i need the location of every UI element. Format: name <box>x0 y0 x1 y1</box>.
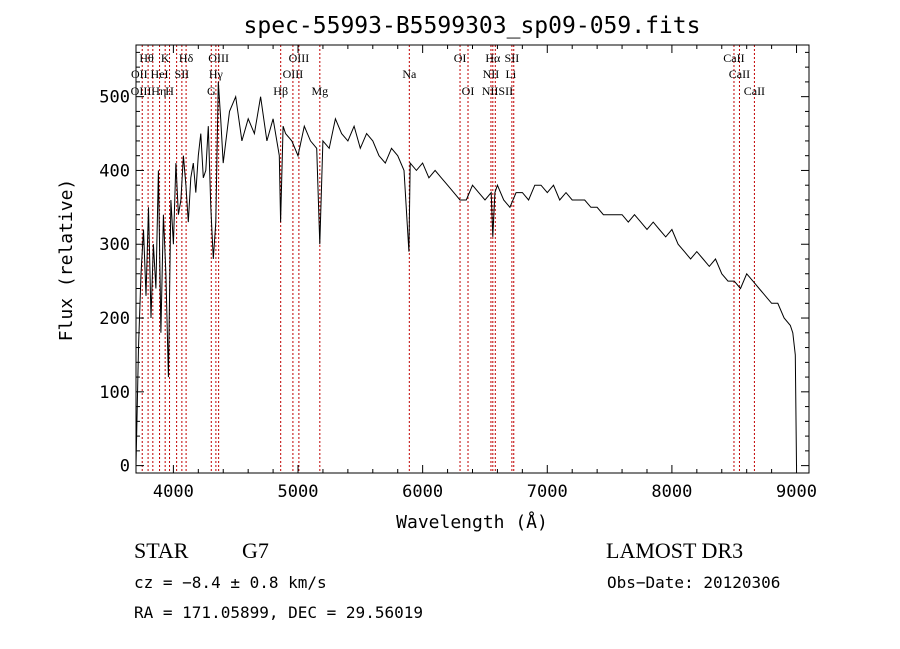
emission-line-labels: Hθ K Hδ OIII OIII OI Hα SII CaII OII HeI SII Hγ OIII N… <box>131 51 765 98</box>
x-axis-label: Wavelength (Å) <box>396 511 548 533</box>
line-label: Na <box>402 67 417 81</box>
y-tick-label: 100 <box>99 383 130 403</box>
line-label: CaII <box>744 84 765 98</box>
line-label: OIIIHη <box>131 84 167 98</box>
line-label: OIII <box>208 51 229 65</box>
chart-title: spec-55993-B5599303_sp09-059.fits <box>244 13 701 39</box>
emission-line-markers <box>141 45 755 473</box>
line-label: Hβ <box>273 84 288 98</box>
x-tick-label: 9000 <box>776 482 817 502</box>
line-label: OIII <box>289 51 310 65</box>
line-label: OI <box>454 51 467 65</box>
line-label: K <box>161 51 170 65</box>
x-tick-label: 5000 <box>278 482 319 502</box>
x-tick-label: 6000 <box>402 482 443 502</box>
observation-date: Obs−Date: 20120306 <box>607 573 781 592</box>
y-tick-label: 200 <box>99 309 130 329</box>
coordinates: RA = 171.05899, DEC = 29.56019 <box>134 603 423 622</box>
y-tick-label: 0 <box>120 457 130 477</box>
line-label: NIISII <box>482 84 513 98</box>
line-label: NII <box>483 67 500 81</box>
line-label: SII <box>175 67 190 81</box>
y-tick-label: 500 <box>99 88 130 108</box>
y-tick-label: 300 <box>99 235 130 255</box>
line-label: Hθ <box>139 51 154 65</box>
flux-series-line <box>135 81 797 466</box>
axis-ticks: 4000 5000 6000 7000 8000 9000 0 100 200 300 400 500 <box>99 45 817 502</box>
line-label: Hγ <box>209 67 224 81</box>
line-label: Li <box>506 67 517 81</box>
redshift-value: cz = −8.4 ± 0.8 km/s <box>134 573 327 592</box>
line-label: SII <box>505 51 520 65</box>
line-label: Hδ <box>179 51 194 65</box>
line-label: CaII <box>723 51 744 65</box>
survey-name: LAMOST DR3 <box>606 538 744 563</box>
y-axis-label: Flux (relative) <box>56 179 77 342</box>
line-label: OIII <box>283 67 304 81</box>
line-label: H <box>165 84 174 98</box>
spectrum-chart: spec-55993-B5599303_sp09-059.fits Hθ K Hδ O… <box>56 13 817 533</box>
line-label: G <box>207 84 216 98</box>
line-label: OI <box>462 84 475 98</box>
line-label: CaII <box>729 67 750 81</box>
line-label: HeI <box>151 67 169 81</box>
object-subclass: G7 <box>242 538 269 563</box>
y-tick-label: 400 <box>99 161 130 181</box>
line-label: OII <box>131 67 148 81</box>
x-tick-label: 8000 <box>651 482 692 502</box>
object-class: STAR <box>134 538 189 563</box>
line-label: Mg <box>311 84 328 98</box>
line-label: Hα <box>485 51 501 65</box>
x-tick-label: 7000 <box>527 482 568 502</box>
x-tick-label: 4000 <box>153 482 194 502</box>
